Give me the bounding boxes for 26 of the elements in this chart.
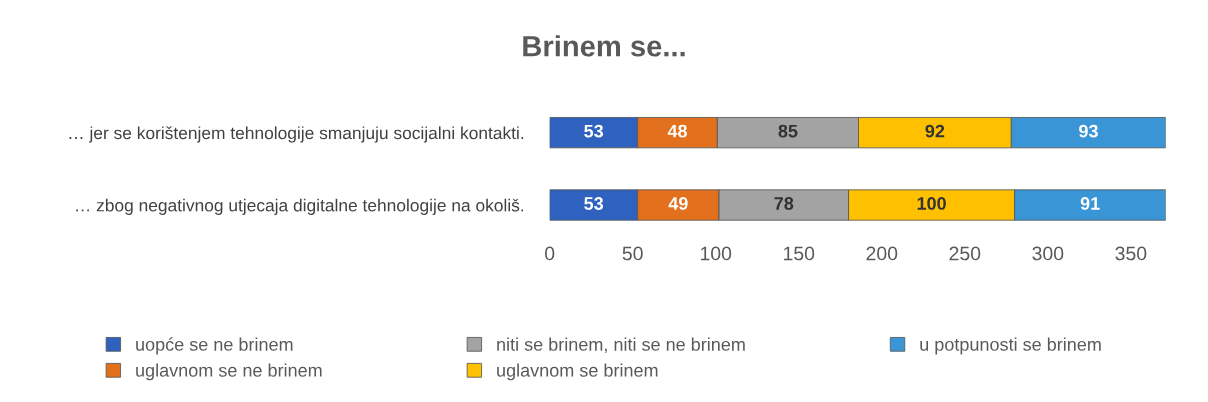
x-tick-label: 350 (1115, 246, 1147, 261)
x-tick-label: 250 (949, 246, 981, 261)
x-tick-label: 300 (1032, 246, 1064, 261)
y-tick-label: … zbog negativnog utjecaja digitalne tehnologije na okoliš. (76, 198, 524, 215)
chart-title: Brinem se... (523, 35, 685, 57)
data-label: 53 (584, 124, 604, 138)
legend-label: niti se brinem, niti se ne brinem (497, 337, 745, 353)
x-tick-label: 200 (866, 246, 898, 261)
data-label: 93 (1079, 124, 1098, 138)
data-label: 100 (917, 197, 946, 210)
data-label: 53 (584, 197, 604, 210)
y-tick-label: … jer se korištenjem tehnologije smanjuju socijalni kontakti. (69, 126, 524, 143)
x-tick-label: 150 (783, 246, 815, 261)
x-tick-label: 0 (544, 246, 555, 261)
data-label: 49 (668, 197, 688, 210)
legend-label: uopće se ne brinem (136, 337, 293, 355)
data-label: 48 (667, 124, 687, 138)
legend-label: uglavnom se brinem (497, 363, 658, 381)
x-tick-label: 100 (700, 246, 732, 261)
x-tick-label: 50 (622, 246, 643, 261)
data-label: 78 (774, 197, 794, 210)
legend-label: u potpunosti se brinem (920, 337, 1101, 355)
legend-label: uglavnom se ne brinem (136, 363, 322, 381)
data-label: 91 (1080, 197, 1100, 210)
data-label: 85 (778, 124, 798, 138)
data-label: 92 (925, 124, 945, 138)
